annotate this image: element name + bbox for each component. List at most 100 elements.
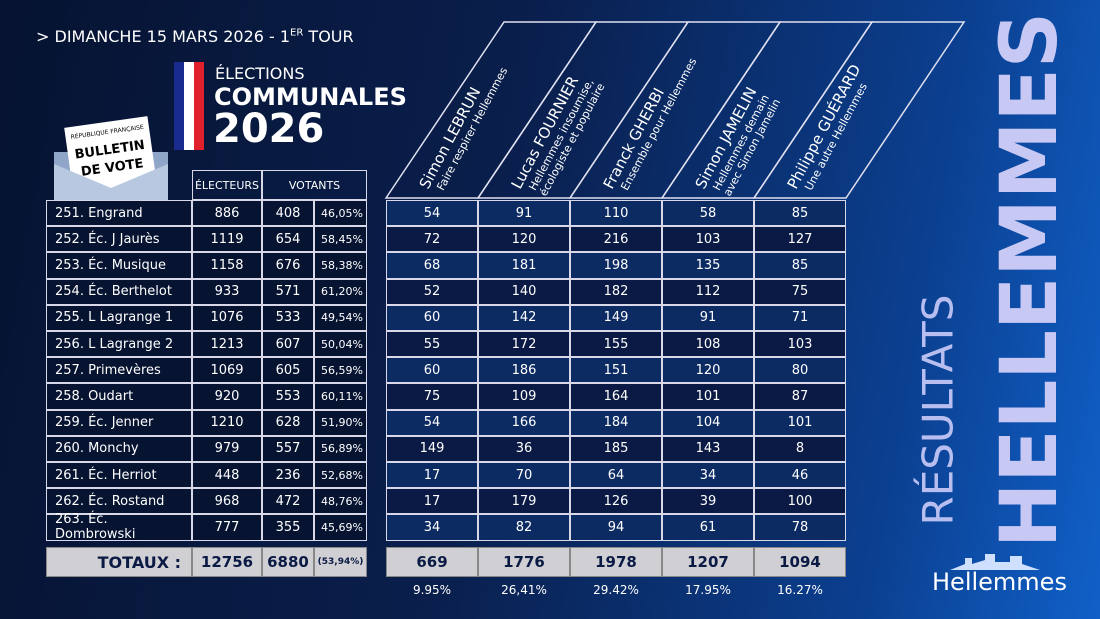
row-cell: 263. Éc. Dombrowski	[46, 512, 192, 542]
ballot: RÉPUBLIQUE FRANÇAISE BULLETIN DE VOTE	[54, 116, 168, 200]
row-cell: 252. Éc. J Jaurès	[46, 226, 192, 253]
vote-cell: 127	[754, 226, 846, 253]
vote-cell: 60	[386, 357, 478, 384]
row-cell: 676	[262, 252, 314, 279]
vote-cell: 179	[478, 488, 570, 515]
vote-cell: 104	[662, 409, 754, 436]
total-cell: 1094	[754, 547, 846, 577]
row-cell: 253. Éc. Musique	[46, 252, 192, 279]
share: 9.95%	[412, 583, 452, 597]
vote-cell: 149	[570, 304, 662, 331]
town-label: HELLEMMES	[985, 12, 1075, 548]
row-cell: 49,54%	[314, 304, 367, 331]
brand-skyline	[950, 554, 1040, 570]
envelope-flap	[54, 164, 168, 200]
row-cell: 48,76%	[314, 488, 367, 515]
row-cell: 58,38%	[314, 252, 367, 279]
vote-cell: 91	[478, 200, 570, 227]
vote-cell: 34	[662, 462, 754, 489]
row-cell: 553	[262, 383, 314, 410]
share: 26,41%	[501, 583, 547, 597]
vote-cell: 85	[754, 200, 846, 227]
vote-cell: 101	[662, 383, 754, 410]
vote-cell: 120	[478, 226, 570, 253]
row-cell: 628	[262, 409, 314, 436]
date: > DIMANCHE 15 MARS 2026 - 1ER TOUR	[36, 27, 354, 46]
row-cell: 408	[262, 200, 314, 227]
row-cell: 654	[262, 226, 314, 253]
row-cell: 262. Éc. Rostand	[46, 488, 192, 515]
row-cell: 1210	[192, 409, 262, 436]
row-cell: 605	[262, 357, 314, 384]
vote-cell: 184	[570, 409, 662, 436]
vote-cell: 172	[478, 331, 570, 358]
row-cell: 1213	[192, 331, 262, 358]
row-cell: 236	[262, 462, 314, 489]
date-sup: ER	[290, 27, 304, 39]
row-cell: 45,69%	[314, 514, 367, 541]
row-cell: 607	[262, 331, 314, 358]
date-tail: TOUR	[303, 27, 354, 46]
header-frame	[752, 21, 966, 199]
row-cell: 254. Éc. Berthelot	[46, 278, 192, 305]
row-cell: 260. Monchy	[46, 435, 192, 462]
vote-cell: 94	[570, 514, 662, 541]
row-cell: 56,89%	[314, 435, 367, 462]
row-cell: 448	[192, 462, 262, 489]
vote-cell: 87	[754, 383, 846, 410]
total-cell: 6880	[262, 547, 314, 577]
row-cell: 259. Éc. Jenner	[46, 409, 192, 436]
row-cell: 46,05%	[314, 200, 367, 227]
column-header: ÉLECTEURS	[192, 170, 262, 200]
vote-cell: 85	[754, 252, 846, 279]
row-cell: 251. Engrand	[46, 200, 192, 227]
vote-cell: 216	[570, 226, 662, 253]
vote-cell: 135	[662, 252, 754, 279]
row-cell: 257. Primevères	[46, 357, 192, 384]
vote-cell: 82	[478, 514, 570, 541]
vote-cell: 80	[754, 357, 846, 384]
results-label: RÉSULTATS	[913, 294, 963, 526]
row-cell: 886	[192, 200, 262, 227]
vote-cell: 103	[662, 226, 754, 253]
row-cell: 920	[192, 383, 262, 410]
vote-cell: 120	[662, 357, 754, 384]
vote-cell: 151	[570, 357, 662, 384]
vote-cell: 143	[662, 435, 754, 462]
row-cell: 261. Éc. Herriot	[46, 462, 192, 489]
vote-cell: 52	[386, 278, 478, 305]
row-cell: 258. Oudart	[46, 383, 192, 410]
total-cell: TOTAUX :	[46, 547, 192, 577]
vote-cell: 55	[386, 331, 478, 358]
row-cell: 56,59%	[314, 357, 367, 384]
vote-cell: 8	[754, 435, 846, 462]
ballot-paper	[64, 116, 157, 194]
vote-cell: 182	[570, 278, 662, 305]
row-cell: 472	[262, 488, 314, 515]
vote-cell: 126	[570, 488, 662, 515]
vote-cell: 110	[570, 200, 662, 227]
row-cell: 51,90%	[314, 409, 367, 436]
logo-line: COMMUNALES	[214, 83, 407, 111]
vote-cell: 155	[570, 331, 662, 358]
vote-cell: 17	[386, 462, 478, 489]
share: 29.42%	[593, 583, 639, 597]
row-cell: 777	[192, 514, 262, 541]
vote-cell: 68	[386, 252, 478, 279]
vote-cell: 71	[754, 304, 846, 331]
vote-cell: 39	[662, 488, 754, 515]
skyline	[950, 554, 1040, 570]
row-cell: 60,11%	[314, 383, 367, 410]
vote-cell: 36	[478, 435, 570, 462]
row-cell: 557	[262, 435, 314, 462]
vote-cell: 54	[386, 200, 478, 227]
total-cell: 12756	[192, 547, 262, 577]
vote-cell: 17	[386, 488, 478, 515]
vote-cell: 140	[478, 278, 570, 305]
row-cell: 571	[262, 278, 314, 305]
row-cell: 1069	[192, 357, 262, 384]
